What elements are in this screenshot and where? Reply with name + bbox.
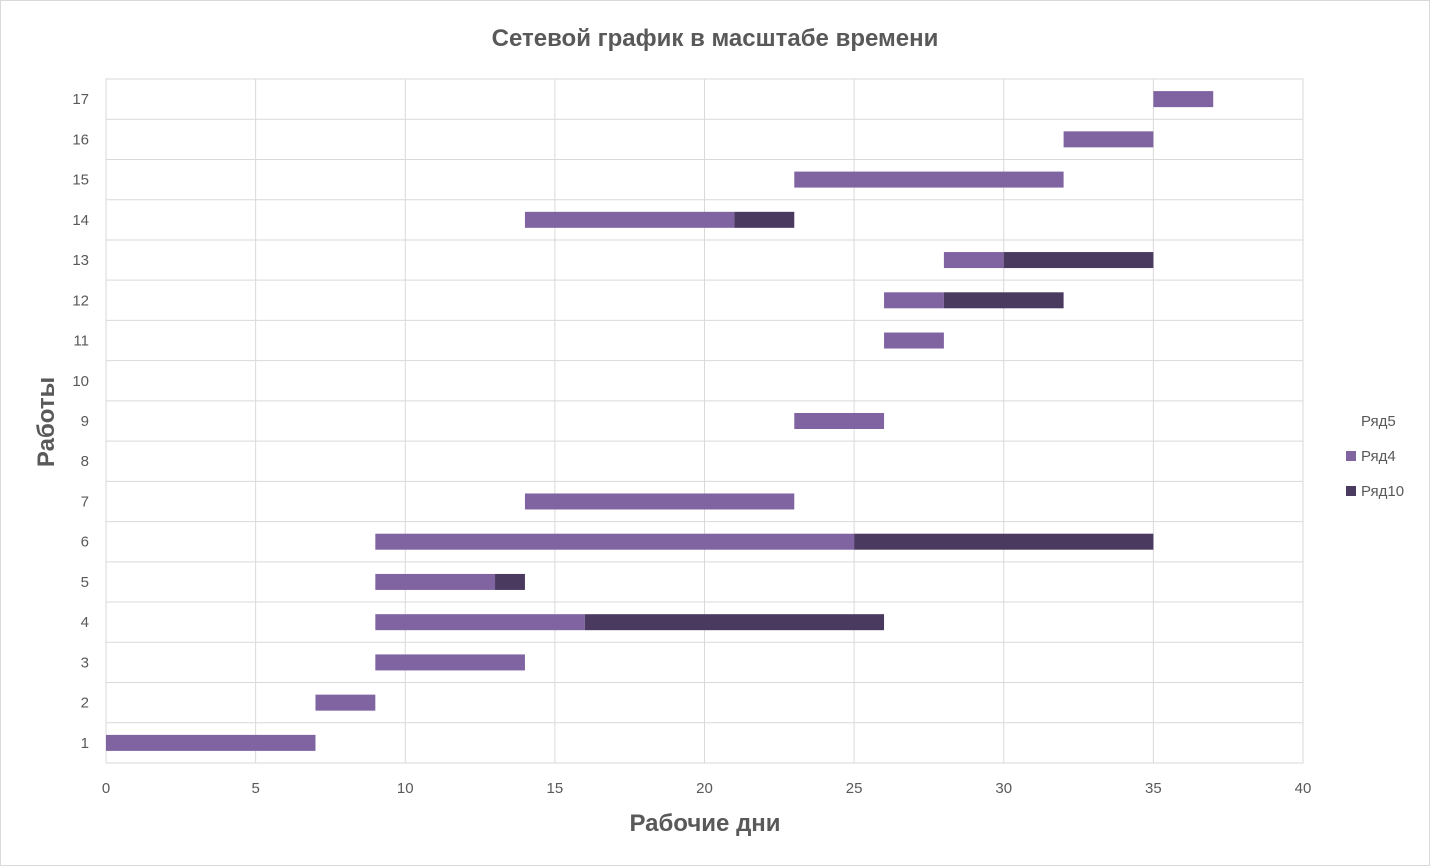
- legend-swatch-Ряд4: [1346, 451, 1356, 461]
- bar-segment-2-Ряд4: [315, 694, 376, 711]
- y-tick-label: 2: [81, 695, 89, 712]
- bar-segment-4-Ряд4: [375, 614, 585, 631]
- y-tick-label: 13: [72, 252, 89, 269]
- y-tick-label: 8: [81, 453, 89, 470]
- bar-segment-11-Ряд4: [884, 332, 944, 349]
- x-tick-label: 25: [846, 780, 863, 797]
- y-tick-label: 16: [72, 131, 89, 148]
- bar-segment-16-Ряд4: [1063, 131, 1154, 148]
- bar-segment-14-Ряд10: [734, 211, 795, 228]
- legend-label-Ряд5: Ряд5: [1361, 413, 1396, 430]
- legend-swatch-Ряд10: [1346, 486, 1356, 496]
- bar-segment-17-Ряд4: [1153, 91, 1214, 108]
- y-tick-label: 5: [81, 574, 89, 591]
- legend-label-Ряд4: Ряд4: [1361, 448, 1396, 465]
- y-tick-label: 3: [81, 654, 89, 671]
- x-tick-label: 35: [1145, 780, 1162, 797]
- bar-segment-4-Ряд10: [584, 614, 885, 631]
- x-tick-label: 20: [696, 780, 713, 797]
- y-tick-label: 9: [81, 413, 89, 430]
- bars: [106, 91, 1214, 751]
- x-axis-title: Рабочие дни: [629, 810, 780, 837]
- y-tick-label: 4: [81, 614, 89, 631]
- y-tick-label: 14: [72, 212, 89, 229]
- grid: [105, 78, 1304, 764]
- y-tick-label: 7: [81, 493, 89, 510]
- bar-segment-6-Ряд4: [375, 533, 855, 550]
- x-axis-ticks: 0 5 10 15 20 25 30 35 40: [102, 780, 1312, 797]
- y-tick-label: 12: [72, 292, 89, 309]
- x-tick-label: 0: [102, 780, 110, 797]
- bar-segment-5-Ряд4: [375, 573, 496, 590]
- bar-segment-15-Ряд4: [794, 171, 1064, 188]
- bar-segment-12-Ряд10: [943, 292, 1064, 309]
- bar-segment-9-Ряд4: [794, 413, 885, 429]
- bar-segment-6-Ряд10: [854, 533, 1154, 550]
- x-tick-label: 10: [397, 780, 414, 797]
- bar-segment-13-Ряд10: [1003, 252, 1154, 269]
- x-tick-label: 5: [251, 780, 259, 797]
- bar-segment-12-Ряд4: [884, 292, 944, 309]
- y-tick-label: 6: [81, 534, 89, 551]
- bar-segment-14-Ряд4: [524, 211, 735, 228]
- y-tick-label: 17: [72, 91, 89, 108]
- x-tick-label: 30: [995, 780, 1012, 797]
- y-tick-label: 1: [81, 735, 89, 752]
- chart-title: Сетевой график в масштабе времени: [492, 25, 939, 52]
- legend-label-Ряд10: Ряд10: [1361, 483, 1404, 500]
- bar-segment-5-Ряд10: [495, 573, 525, 590]
- bar-segment-1-Ряд4: [106, 734, 316, 751]
- y-tick-label: 11: [73, 333, 89, 350]
- bar-segment-3-Ряд4: [375, 654, 525, 671]
- x-tick-label: 15: [547, 780, 564, 797]
- y-axis-title: Работы: [33, 377, 60, 467]
- y-tick-label: 10: [72, 373, 89, 390]
- bar-segment-7-Ряд4: [524, 493, 795, 510]
- bar-segment-13-Ряд4: [943, 252, 1004, 269]
- legend: Ряд5 Ряд4 Ряд10: [1346, 413, 1404, 500]
- y-tick-label: 15: [72, 172, 89, 189]
- x-tick-label: 40: [1295, 780, 1312, 797]
